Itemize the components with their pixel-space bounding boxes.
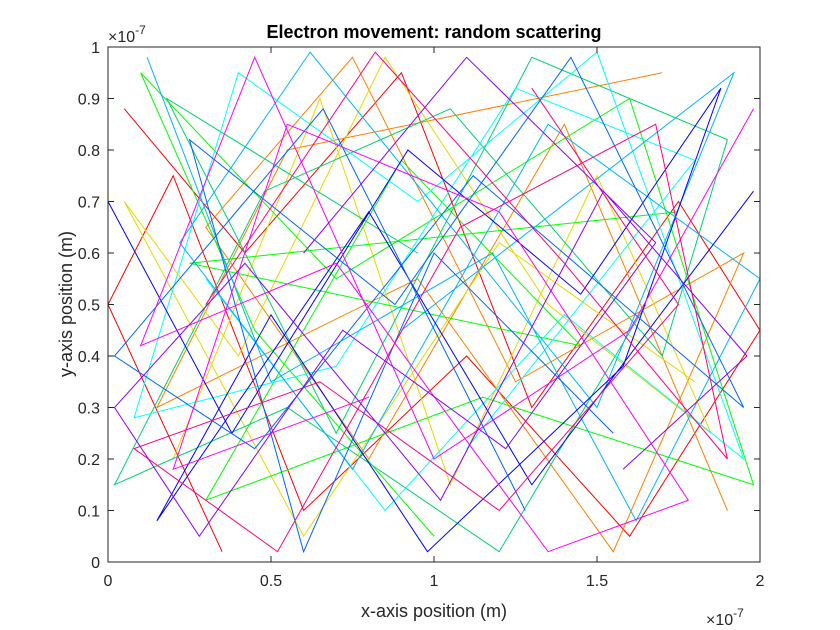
y-tick-label: 0.5 <box>78 298 100 315</box>
x-tick-label: 0.5 <box>260 573 282 590</box>
y-tick-label: 1 <box>91 40 100 57</box>
trajectory <box>113 56 748 538</box>
y-tick-label: 0.8 <box>78 143 100 160</box>
x-tick-label: 1 <box>430 573 439 590</box>
x-tick-label: 1.5 <box>586 573 608 590</box>
multiplier-exponent: -7 <box>135 23 146 37</box>
trajectory <box>139 56 754 553</box>
y-axis-label: y-axis position (m) <box>56 231 76 377</box>
trajectory <box>113 56 729 553</box>
trajectory <box>113 56 745 554</box>
trajectory <box>107 87 754 553</box>
y-tick-label: 0.9 <box>78 92 100 109</box>
trajectories <box>107 51 761 554</box>
x-multiplier: ×10-7 <box>706 606 744 629</box>
y-tick-label: 0 <box>91 555 100 572</box>
trajectory <box>123 56 712 538</box>
trajectory <box>133 51 745 512</box>
trajectory <box>133 51 728 553</box>
multiplier-base: ×10 <box>706 612 733 629</box>
y-tick-label: 0.3 <box>78 401 100 418</box>
chart-title: Electron movement: random scattering <box>266 22 601 42</box>
multiplier-base: ×10 <box>108 29 135 46</box>
x-tick-label: 0 <box>104 573 113 590</box>
y-multiplier: ×10-7 <box>108 23 146 46</box>
trajectory <box>140 72 755 537</box>
y-tick-label: 0.4 <box>78 349 100 366</box>
y-tick-label: 0.2 <box>78 452 100 469</box>
y-tick-label: 0.1 <box>78 504 100 521</box>
x-tick-label: 2 <box>756 573 765 590</box>
y-tick-label: 0.7 <box>78 195 100 212</box>
x-axis-label: x-axis position (m) <box>361 601 507 621</box>
y-tick-label: 0.6 <box>78 246 100 263</box>
multiplier-exponent: -7 <box>733 606 744 620</box>
